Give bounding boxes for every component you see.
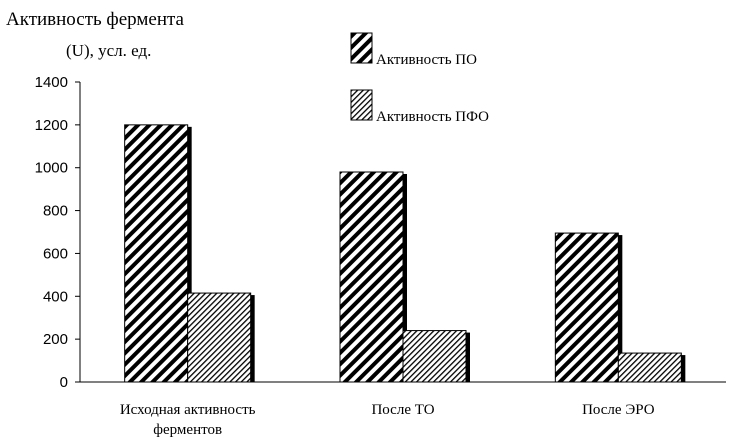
bar-shadow bbox=[187, 126, 192, 382]
bar-po bbox=[554, 232, 619, 383]
legend-swatch-po bbox=[350, 32, 373, 64]
y-ticks: 0 200 400 600 800 1000 1200 1400 bbox=[35, 74, 80, 391]
bar-shadow bbox=[250, 295, 255, 382]
bar-pfo bbox=[187, 292, 252, 383]
y-tick-label: 200 bbox=[43, 331, 68, 348]
bar-po bbox=[124, 124, 189, 383]
bar-pfo bbox=[617, 352, 682, 383]
y-tick-label: 1400 bbox=[35, 74, 68, 91]
bar-shadow bbox=[466, 332, 470, 382]
legend-label-po: Активность ПО bbox=[376, 52, 477, 68]
x-tick-label: После ЭРО bbox=[582, 402, 655, 418]
x-tick-label: ферментов bbox=[153, 422, 222, 438]
x-tick-label: Исходная активность bbox=[120, 402, 256, 418]
y-tick-label: 1200 bbox=[35, 117, 68, 134]
bar-po bbox=[339, 171, 404, 383]
bar-shadow bbox=[681, 355, 686, 382]
y-tick-label: 400 bbox=[43, 288, 68, 305]
y-axis-title-line2: (U), усл. ед. bbox=[66, 41, 151, 60]
y-tick-label: 1000 bbox=[35, 160, 68, 177]
y-tick-label: 0 bbox=[60, 374, 68, 391]
legend-swatch-pfo bbox=[350, 89, 373, 121]
y-axis-title-line1: Активность фермента bbox=[6, 9, 185, 30]
x-tick-label: После ТО bbox=[371, 402, 434, 418]
bar-shadow bbox=[403, 174, 407, 382]
bar-pfo bbox=[402, 330, 467, 383]
y-tick-label: 800 bbox=[43, 203, 68, 220]
x-tick-labels: Исходная активность ферментов После ТО Посл… bbox=[120, 402, 655, 438]
legend-label-pfo: Активность ПФО bbox=[376, 109, 489, 125]
legend: Активность ПО Активность ПФО bbox=[350, 32, 489, 125]
bars bbox=[124, 124, 686, 383]
bar-shadow bbox=[618, 235, 623, 382]
y-tick-label: 600 bbox=[43, 245, 68, 262]
